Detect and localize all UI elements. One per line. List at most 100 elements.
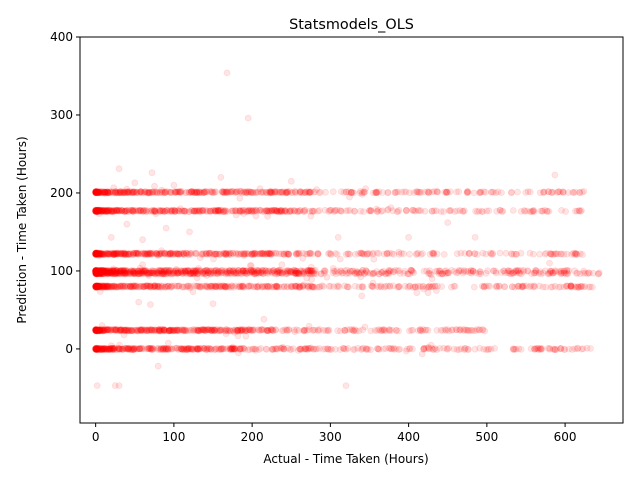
data-point	[130, 326, 138, 334]
data-point	[278, 327, 286, 335]
data-point	[403, 345, 411, 353]
data-point	[428, 344, 436, 352]
data-point	[105, 346, 112, 353]
data-point	[103, 268, 111, 276]
data-point	[194, 345, 202, 353]
data-point	[151, 182, 158, 190]
data-point	[137, 326, 145, 334]
data-point	[325, 326, 333, 334]
data-point	[93, 345, 101, 353]
data-point	[237, 327, 245, 335]
data-point	[104, 326, 112, 334]
data-point	[95, 346, 103, 354]
data-point	[540, 188, 547, 196]
data-point	[109, 344, 116, 352]
data-point	[144, 326, 152, 334]
data-point	[273, 282, 280, 290]
data-point	[556, 345, 564, 352]
data-point	[484, 267, 492, 275]
data-point	[264, 212, 272, 220]
data-point	[121, 327, 128, 335]
x-tick-label: 100	[162, 430, 185, 444]
data-point	[93, 344, 101, 352]
data-point	[92, 327, 100, 334]
data-point	[138, 326, 146, 334]
data-point	[193, 345, 201, 353]
data-point	[328, 345, 335, 353]
data-point	[228, 345, 236, 353]
data-point	[109, 344, 117, 352]
data-point	[92, 326, 100, 334]
data-point	[125, 326, 133, 334]
data-point	[92, 326, 100, 333]
data-point	[99, 326, 106, 334]
data-point	[96, 326, 104, 334]
data-point	[362, 345, 370, 352]
data-point	[117, 326, 124, 334]
data-point	[165, 327, 173, 335]
data-point	[145, 345, 153, 353]
data-point	[163, 345, 171, 353]
data-point	[170, 181, 178, 189]
data-point	[191, 249, 199, 257]
data-point	[211, 326, 218, 334]
data-point	[187, 188, 195, 196]
data-point	[92, 326, 100, 334]
data-point	[193, 345, 201, 353]
data-point	[436, 267, 443, 275]
data-point	[159, 345, 167, 353]
data-point	[379, 345, 387, 353]
data-point	[161, 345, 169, 353]
data-point	[565, 345, 573, 353]
data-point	[126, 282, 134, 290]
data-point	[247, 282, 255, 290]
data-point	[112, 326, 120, 334]
data-point	[95, 346, 103, 354]
data-point	[200, 326, 208, 334]
data-point	[538, 345, 546, 353]
data-point	[302, 345, 310, 353]
data-point	[355, 327, 363, 335]
data-point	[184, 345, 191, 353]
data-point	[444, 345, 451, 353]
data-point	[131, 179, 139, 187]
data-point	[195, 327, 203, 335]
y-axis-label: Prediction - Time Taken (Hours)	[15, 136, 29, 323]
chart-title: Statsmodels_OLS	[289, 17, 414, 33]
data-point	[204, 326, 212, 334]
data-point	[246, 326, 254, 334]
data-point	[341, 326, 349, 334]
data-point	[107, 344, 115, 352]
data-point	[121, 326, 128, 334]
data-point	[143, 327, 151, 335]
data-point	[165, 327, 173, 335]
data-point	[102, 325, 110, 333]
data-point	[136, 345, 144, 353]
data-point	[103, 345, 110, 353]
data-point	[517, 249, 525, 257]
data-point	[537, 207, 545, 215]
data-point	[179, 327, 187, 335]
data-point	[476, 326, 483, 334]
data-point	[316, 345, 323, 352]
data-point	[99, 283, 107, 291]
data-point	[551, 345, 558, 353]
data-point	[155, 327, 163, 335]
data-point	[427, 341, 435, 349]
data-point	[358, 282, 366, 290]
data-point	[309, 283, 317, 291]
data-point	[180, 345, 188, 353]
data-point	[256, 185, 264, 193]
data-point	[92, 282, 100, 290]
data-point	[227, 345, 235, 352]
data-point	[93, 345, 100, 353]
data-point	[112, 326, 120, 334]
data-point	[92, 327, 100, 334]
data-point	[127, 327, 135, 335]
data-point	[273, 282, 281, 290]
data-point	[531, 345, 538, 353]
data-point	[247, 327, 255, 334]
data-point	[92, 344, 100, 352]
data-point	[286, 345, 294, 353]
data-point	[272, 345, 280, 353]
